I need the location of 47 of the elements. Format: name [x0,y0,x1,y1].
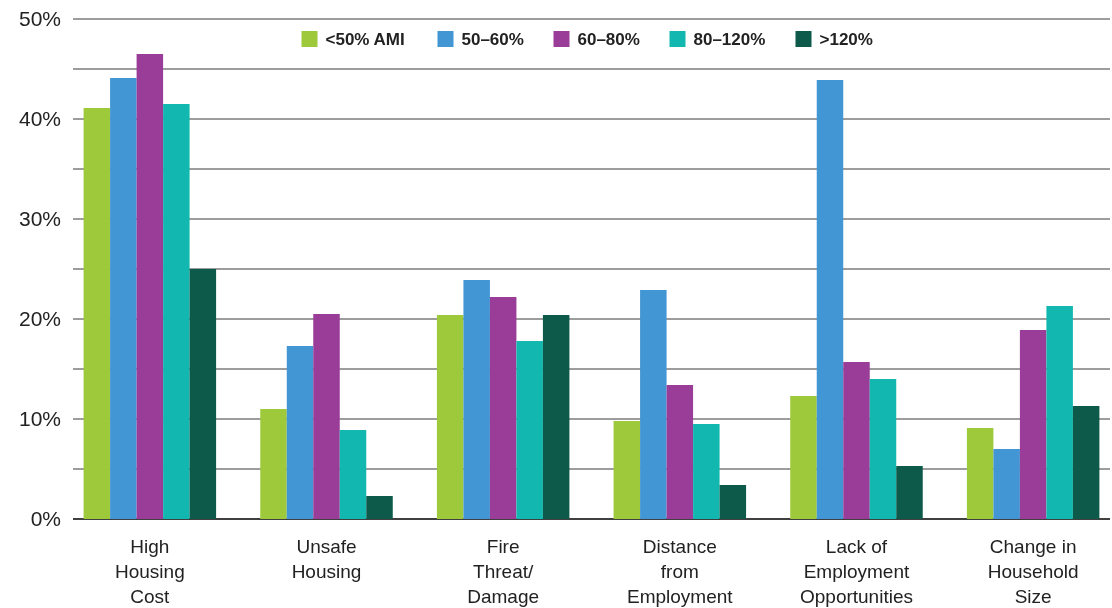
bar [463,280,490,519]
legend-label: <50% AMI [325,29,405,49]
bar [693,424,720,519]
legend-label: 80–120% [693,29,766,49]
x-tick-label: Distance from Employment [627,536,734,607]
bar [542,315,570,519]
bar [896,466,923,519]
bar [993,449,1020,519]
bar [366,496,393,519]
bar [816,80,844,519]
x-tick-label: Lack of Employment Opportunities [799,536,913,607]
bar [1046,306,1073,519]
y-tick-label: 50% [18,7,61,31]
bar [189,269,217,519]
bar [489,297,517,519]
bar [719,485,747,519]
y-tick-label: 10% [18,407,61,431]
y-tick-label: 30% [18,207,61,231]
bar [313,314,340,519]
bar [136,54,164,519]
bar [516,341,543,519]
x-tick-label: Fire Threat/Damage [467,536,540,607]
bar [613,421,641,519]
x-tick-label: High Housing Cost [114,536,185,607]
bar [260,409,287,519]
y-tick-label: 40% [18,107,61,131]
bar [843,362,870,519]
bar [666,385,694,519]
bar [339,430,367,519]
x-tick-label: Change in Household Size [987,536,1079,607]
bar [110,78,137,519]
legend-label: 60–80% [577,29,640,49]
y-tick-label: 0% [30,507,61,531]
bar [163,104,190,519]
bar [83,108,111,519]
x-tick-label: Unsafe Housing [291,536,362,582]
bar [1019,330,1047,519]
legend-label: >120% [819,29,873,49]
legend-label: 50–60% [461,29,524,49]
bar [286,346,314,519]
y-tick-label: 20% [18,307,61,331]
bar [640,290,667,519]
bar [436,315,464,519]
bar [869,379,897,519]
bar [966,428,994,519]
bar [790,396,817,519]
bar [1072,406,1100,519]
